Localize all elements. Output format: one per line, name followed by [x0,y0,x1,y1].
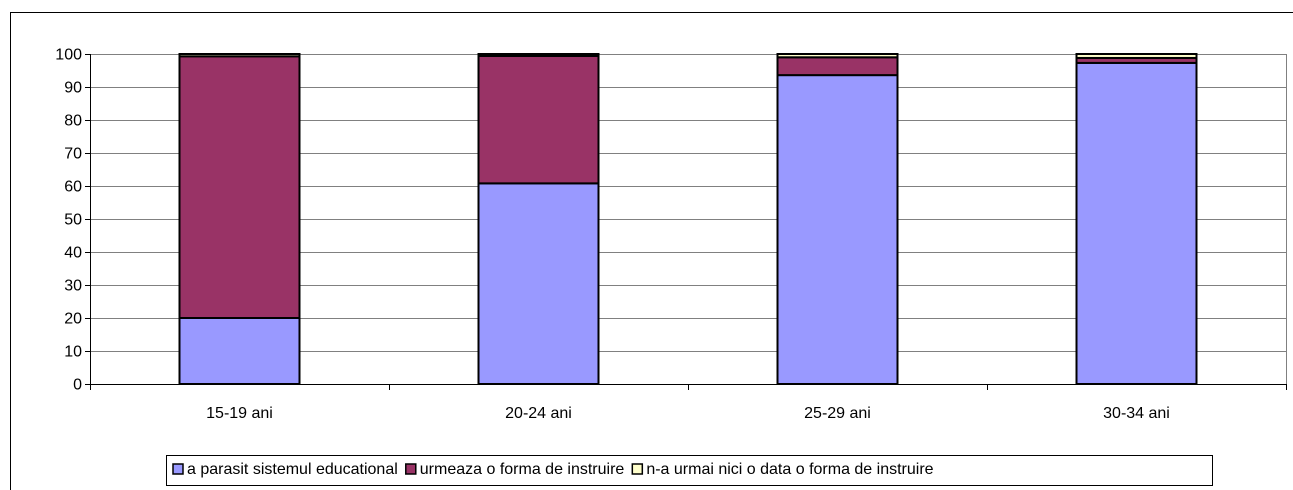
bar-segment [178,53,301,58]
x-tick-label: 15-19 ani [206,405,273,422]
y-tick-label: 0 [73,377,82,394]
bar-segment [776,56,899,77]
x-tick-label: 25-29 ani [804,405,871,422]
bar-segment [1075,53,1198,59]
y-tick-label: 60 [64,179,82,196]
legend-label: a parasit sistemul educational [187,461,398,478]
y-tick-label: 20 [64,311,82,328]
y-tick-label: 80 [64,113,82,130]
y-tick-label: 50 [64,212,82,229]
y-tick-label: 40 [64,245,82,262]
y-tick-label: 90 [64,80,82,97]
bar-segment [776,53,899,59]
y-tick-label: 30 [64,278,82,295]
y-tick-label: 10 [64,344,82,361]
legend-swatch [631,463,644,475]
legend-frame [166,455,1213,486]
bar-segment [477,54,600,185]
x-tick-label: 20-24 ani [505,405,572,422]
legend: a parasit sistemul educational urmeaza o … [166,455,1213,486]
y-tick-label: 70 [64,146,82,163]
bar-segment [1075,61,1198,385]
legend-label: n-a urmai nici o data o forma de instrui… [646,461,933,478]
bar-segment [477,53,600,57]
legend-label: urmeaza o forma de instruire [420,461,625,478]
bar-segment [178,55,301,320]
y-tick-label: 100 [55,47,82,64]
x-tick-label: 30-34 ani [1103,405,1170,422]
bar-segment [178,317,301,385]
legend-swatch [405,463,417,475]
bar-segment [477,182,600,385]
bar-segment [776,74,899,386]
legend-swatch [172,463,184,475]
